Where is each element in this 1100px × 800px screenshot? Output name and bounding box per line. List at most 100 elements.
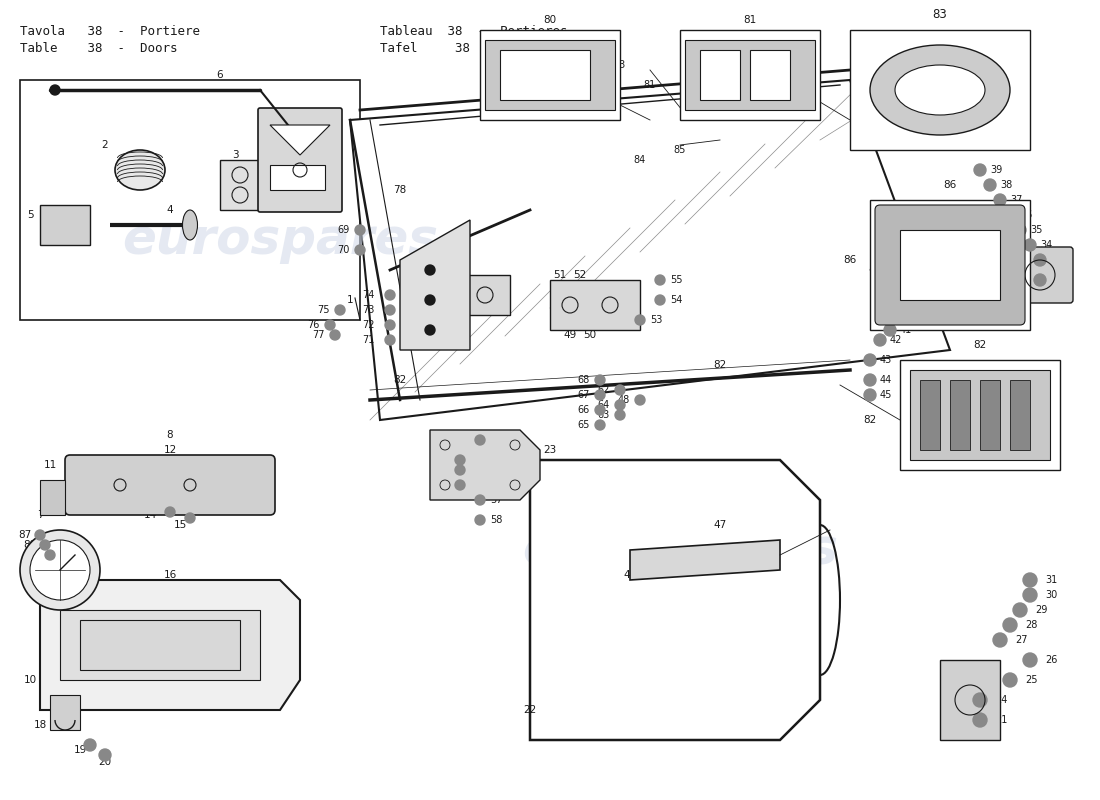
Text: 83: 83 (933, 9, 947, 22)
Text: 24: 24 (996, 695, 1008, 705)
Circle shape (864, 354, 876, 366)
Circle shape (974, 713, 987, 727)
Circle shape (635, 315, 645, 325)
Text: 75: 75 (318, 305, 330, 315)
Text: Table    38  -  Doors: Table 38 - Doors (20, 42, 177, 55)
Text: 79: 79 (594, 95, 606, 105)
Bar (980, 380, 1000, 450)
Circle shape (50, 85, 60, 95)
Bar (40, 480, 65, 515)
Bar (850, 30, 1030, 150)
Circle shape (165, 507, 175, 517)
Circle shape (1023, 573, 1037, 587)
Text: Tavola   38  -  Portiere: Tavola 38 - Portiere (20, 25, 200, 38)
Circle shape (1034, 274, 1046, 286)
Text: 52: 52 (573, 270, 586, 280)
Bar (1010, 380, 1030, 450)
Circle shape (185, 513, 195, 523)
Text: 84: 84 (634, 155, 646, 165)
Circle shape (595, 390, 605, 400)
Text: 68: 68 (578, 375, 590, 385)
Text: 58: 58 (490, 515, 503, 525)
Text: 82: 82 (394, 375, 407, 385)
Circle shape (615, 410, 625, 420)
Text: 69: 69 (338, 225, 350, 235)
Circle shape (994, 194, 1006, 206)
Circle shape (1003, 673, 1018, 687)
Text: 34: 34 (1040, 240, 1053, 250)
Circle shape (40, 540, 49, 550)
Circle shape (595, 375, 605, 385)
Text: 10: 10 (23, 675, 36, 685)
FancyBboxPatch shape (258, 108, 342, 212)
Text: 63: 63 (597, 410, 611, 420)
Text: 25: 25 (1025, 675, 1037, 685)
Text: 59: 59 (470, 455, 483, 465)
FancyBboxPatch shape (65, 455, 275, 515)
Circle shape (974, 693, 987, 707)
Polygon shape (430, 430, 540, 500)
Text: 86: 86 (844, 255, 857, 265)
Bar (80, 620, 240, 670)
Text: 36: 36 (1020, 210, 1032, 220)
Circle shape (1023, 653, 1037, 667)
Text: 28: 28 (1025, 620, 1037, 630)
Circle shape (595, 420, 605, 430)
Text: 17: 17 (213, 655, 227, 665)
Ellipse shape (116, 150, 165, 190)
Circle shape (1034, 254, 1046, 266)
Text: 80: 80 (534, 80, 546, 90)
Bar (750, 50, 790, 100)
Text: 29: 29 (1035, 605, 1047, 615)
Text: 16: 16 (164, 570, 177, 580)
FancyBboxPatch shape (1006, 247, 1072, 303)
Circle shape (615, 400, 625, 410)
Bar (950, 380, 970, 450)
Text: 49: 49 (563, 330, 576, 340)
Bar (685, 40, 815, 110)
Text: 56: 56 (490, 435, 503, 445)
Polygon shape (630, 540, 780, 580)
Text: 43: 43 (880, 355, 892, 365)
Bar (700, 50, 740, 100)
FancyBboxPatch shape (874, 205, 1025, 325)
Text: 35: 35 (1030, 225, 1043, 235)
Bar (60, 610, 260, 680)
Text: 33: 33 (1050, 255, 1063, 265)
Text: 2: 2 (101, 140, 108, 150)
Circle shape (654, 275, 666, 285)
Circle shape (615, 385, 625, 395)
Bar (910, 370, 1050, 460)
Circle shape (330, 330, 340, 340)
Bar (270, 165, 324, 190)
Text: 65: 65 (578, 420, 590, 430)
Text: 39: 39 (990, 165, 1002, 175)
Bar (50, 695, 80, 730)
Text: 74: 74 (363, 290, 375, 300)
Text: 32: 32 (1050, 275, 1063, 285)
Text: 1: 1 (346, 295, 353, 305)
Circle shape (324, 320, 336, 330)
Circle shape (475, 495, 485, 505)
Text: 46: 46 (624, 570, 637, 580)
Circle shape (874, 334, 886, 346)
Circle shape (635, 395, 645, 405)
Text: 4: 4 (167, 205, 174, 215)
Bar (900, 360, 1060, 470)
Text: 70: 70 (338, 245, 350, 255)
Text: 27: 27 (1015, 635, 1027, 645)
Text: 71: 71 (363, 335, 375, 345)
Circle shape (385, 305, 395, 315)
Polygon shape (270, 125, 330, 155)
Circle shape (425, 265, 435, 275)
Text: 13: 13 (184, 455, 197, 465)
Circle shape (355, 225, 365, 235)
Circle shape (993, 633, 1007, 647)
Circle shape (455, 465, 465, 475)
Text: eurospares: eurospares (522, 526, 838, 574)
Circle shape (1013, 603, 1027, 617)
Circle shape (385, 320, 395, 330)
Text: 60: 60 (470, 465, 482, 475)
Text: 41: 41 (900, 325, 912, 335)
Text: 22: 22 (524, 705, 537, 715)
